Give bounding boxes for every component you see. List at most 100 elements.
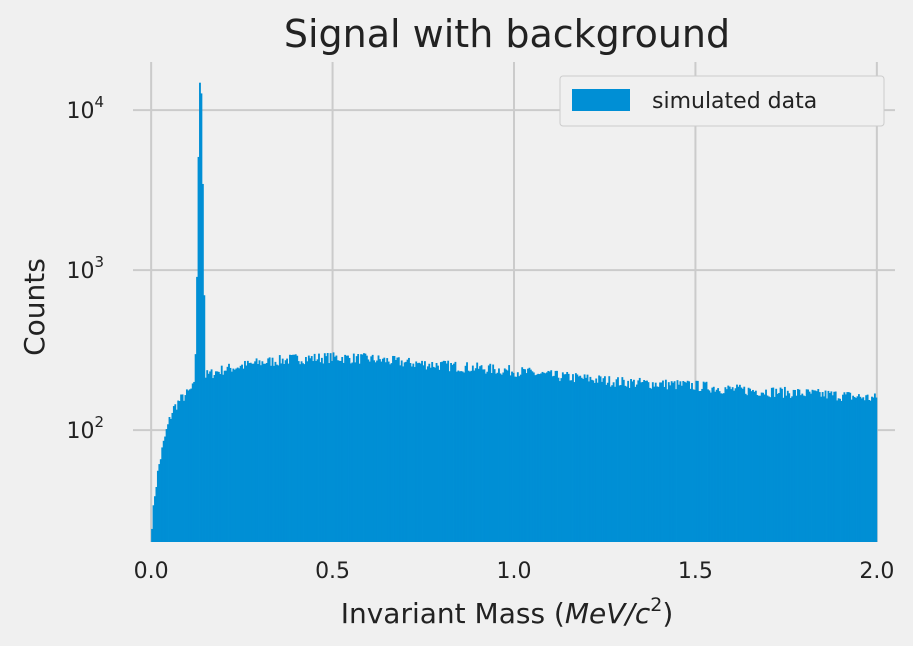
histogram-bar <box>225 370 228 542</box>
histogram-bar <box>631 381 634 542</box>
histogram-bar <box>868 400 870 542</box>
histogram-bar <box>307 355 310 542</box>
histogram-bar <box>284 360 287 542</box>
histogram-bar <box>335 355 338 542</box>
histogram-bar <box>528 367 531 542</box>
histogram-bar <box>318 353 320 542</box>
histogram-bar <box>347 355 349 542</box>
histogram-bar <box>698 391 701 542</box>
histogram-bar <box>261 361 264 542</box>
histogram-bar <box>490 372 493 542</box>
histogram-bar <box>614 386 616 542</box>
histogram-bar <box>709 392 712 542</box>
histogram-bar <box>798 389 801 542</box>
histogram-bar <box>304 357 307 542</box>
histogram-bar <box>312 361 315 542</box>
histogram-bar <box>415 361 418 542</box>
histogram-bar <box>672 382 675 542</box>
histogram-bar <box>866 394 869 542</box>
histogram-bar <box>370 356 373 542</box>
histogram-bar <box>424 361 426 542</box>
histogram-bar <box>180 394 183 542</box>
histogram-bar <box>405 361 407 542</box>
histogram-bar <box>725 389 728 542</box>
histogram-bar <box>779 387 782 542</box>
histogram-bar <box>461 371 464 542</box>
histogram-bar <box>242 368 245 542</box>
histogram-bar <box>785 395 788 542</box>
histogram-bar <box>717 388 720 542</box>
histogram-bar <box>252 363 255 542</box>
histogram-bar <box>439 362 442 542</box>
histogram-bar <box>274 361 277 542</box>
histogram-bar <box>693 389 696 542</box>
histogram-bar <box>455 371 458 542</box>
histogram-bar <box>509 375 512 542</box>
histogram-bar <box>628 387 631 542</box>
histogram-bar <box>618 385 621 542</box>
histogram-bar <box>768 396 770 542</box>
histogram-bar <box>203 295 206 542</box>
histogram-bar <box>553 375 556 542</box>
histogram-bar <box>831 395 834 542</box>
histogram-bar <box>545 372 548 542</box>
histogram-bar <box>421 360 423 542</box>
histogram-bar <box>474 368 477 542</box>
histogram-bar <box>766 395 769 542</box>
histogram-bar <box>429 367 432 542</box>
histogram-bar <box>688 381 691 542</box>
histogram-bar <box>170 418 172 542</box>
histogram-bar <box>412 363 415 542</box>
histogram-bar <box>659 382 661 542</box>
histogram-bar <box>592 380 595 542</box>
histogram-bar <box>593 382 596 542</box>
histogram-bar <box>457 370 460 542</box>
histogram-bar <box>164 436 167 542</box>
histogram-bar <box>863 400 866 542</box>
histogram-bar <box>691 382 693 542</box>
histogram-bar <box>245 365 248 542</box>
histogram-bar <box>646 380 648 542</box>
histogram-bar <box>715 389 718 542</box>
histogram-bar <box>190 388 193 542</box>
histogram-bar <box>265 362 268 542</box>
histogram-bar <box>847 392 850 542</box>
histogram-bar <box>151 528 153 542</box>
histogram-bar <box>262 363 265 542</box>
histogram-bar <box>185 389 188 542</box>
histogram-bar <box>268 357 271 542</box>
histogram-bar <box>379 359 381 542</box>
histogram-bar <box>772 387 775 542</box>
histogram-bar <box>178 401 181 542</box>
histogram-bar <box>389 364 392 542</box>
histogram-bar <box>332 352 335 542</box>
histogram-bar <box>152 505 155 542</box>
histogram-bar <box>226 366 229 542</box>
histogram-bar <box>480 365 483 542</box>
histogram-bar <box>746 395 749 542</box>
histogram-bar <box>724 387 727 542</box>
histogram-bar <box>172 406 175 542</box>
histogram-bar <box>165 429 168 542</box>
histogram-bar <box>711 387 714 542</box>
histogram-bar <box>696 380 699 542</box>
histogram-bar <box>354 362 357 542</box>
legend: simulated data <box>559 75 885 127</box>
histogram-bar <box>280 363 283 542</box>
histogram-bar <box>162 440 165 542</box>
histogram-bar <box>422 365 425 542</box>
histogram-bar <box>275 364 278 542</box>
histogram-bar <box>689 388 692 542</box>
histogram-bar <box>812 390 815 542</box>
histogram-bar <box>579 375 582 542</box>
histogram-bar <box>460 371 463 542</box>
histogram-bar <box>451 364 454 542</box>
histogram-bar <box>331 360 333 542</box>
histogram-bar <box>627 380 630 542</box>
histogram-bar <box>740 387 743 542</box>
histogram-bar <box>588 381 590 542</box>
histogram-bar <box>381 358 384 542</box>
histogram-bar <box>201 183 204 542</box>
histogram-bar <box>753 391 756 542</box>
histogram-bar <box>778 392 781 542</box>
